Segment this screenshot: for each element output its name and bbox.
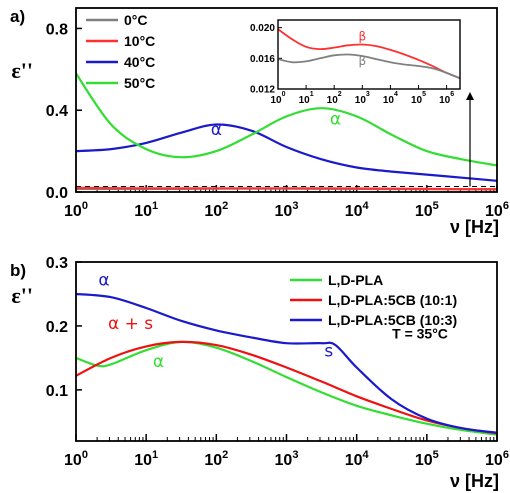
plot-frame-b — [75, 261, 498, 442]
x-axis-label-b: ν [Hz] — [450, 471, 499, 491]
x-tick-label: 106 — [485, 200, 509, 220]
inset-x-tick-label: 105 — [411, 91, 426, 106]
inset-x-tick-label: 102 — [327, 91, 342, 106]
plot-frame-a — [75, 7, 498, 193]
legend-a: 0°C 10°C 40°C 50°C — [86, 12, 155, 91]
legend-b: L,D-PLA L,D-PLA:5CB (10:1) L,D-PLA:5CB (10… — [290, 272, 457, 328]
y-axis-label-a: ε'' — [11, 58, 33, 83]
inset-x-tick-label: 106 — [439, 91, 454, 106]
y-tick-label: 0.0 — [46, 185, 68, 202]
x-tick-label: 101 — [134, 200, 158, 220]
peak-annotation: α — [153, 352, 164, 372]
x-tick-label: 102 — [204, 449, 228, 469]
legend-label: L,D-PLA:5CB (10:1) — [328, 292, 457, 308]
legend-label: L,D-PLA — [328, 272, 383, 288]
series-line — [76, 123, 497, 182]
y-axis-label-b: ε'' — [11, 283, 33, 308]
peak-annotation: α — [98, 271, 109, 291]
x-tick-label: 103 — [275, 200, 299, 220]
inset-x-tick-label: 100 — [270, 91, 285, 106]
inset-arrow-head — [466, 92, 474, 100]
legend-label: 40°C — [124, 54, 155, 70]
x-tick-label: 105 — [415, 200, 439, 220]
inset-series-line — [277, 28, 461, 80]
y-tick-label: 0.1 — [46, 383, 68, 400]
inset-x-tick-label: 104 — [383, 91, 398, 106]
y-tick-label: 0.4 — [46, 103, 68, 120]
temperature-annotation: T = 35°C — [392, 326, 448, 342]
series-line — [76, 340, 497, 435]
peak-annotation: α — [211, 120, 222, 140]
inset-frame — [277, 19, 461, 90]
x-tick-label: 103 — [275, 449, 299, 469]
x-tick-label: 101 — [134, 449, 158, 469]
panel-a: a) ε'' ν [Hz] 0.0 0.4 0.8 100 101 102 103 104 105 10… — [10, 7, 509, 237]
panel-b: b) ε'' ν [Hz] 0.1 0.2 0.3 100 101 102 103 104 105 10… — [10, 255, 509, 491]
x-axis-label-a: ν [Hz] — [450, 217, 499, 237]
legend-label: 50°C — [124, 75, 155, 91]
x-tick-label: 102 — [204, 200, 228, 220]
x-tick-label: 104 — [345, 200, 370, 220]
inset-x-tick-label: 101 — [299, 91, 314, 106]
x-tick-label: 106 — [485, 449, 509, 469]
series-line — [76, 72, 497, 167]
x-tick-label: 105 — [415, 449, 439, 469]
x-tick-label: 100 — [64, 200, 88, 220]
inset-a: 0.012 0.016 0.020 100 101 102 103 104 105 106 ββ — [250, 19, 461, 106]
y-tick-label: 0.8 — [46, 21, 68, 38]
peak-annotation: s — [324, 342, 333, 362]
inset-y-tick-label: 0.012 — [250, 85, 275, 96]
legend-label: L,D-PLA:5CB (10:3) — [328, 312, 457, 328]
legend-label: 0°C — [124, 12, 148, 28]
series-line — [76, 186, 497, 191]
inset-y-tick-label: 0.020 — [250, 23, 275, 34]
legend-label: 10°C — [124, 33, 155, 49]
peak-annotation: α + s — [108, 314, 153, 334]
x-tick-label: 104 — [345, 449, 370, 469]
panel-label-a: a) — [10, 7, 25, 26]
inset-beta-annotation: β — [358, 54, 366, 68]
inset-series-line — [277, 53, 461, 80]
inset-x-tick-label: 103 — [355, 91, 370, 106]
series-line — [76, 292, 497, 434]
x-tick-label: 100 — [64, 449, 88, 469]
series-line — [76, 340, 497, 436]
inset-background — [278, 20, 460, 89]
y-tick-label: 0.2 — [46, 319, 68, 336]
peak-annotation: α — [330, 110, 341, 130]
panel-label-b: b) — [10, 261, 26, 280]
y-tick-label: 0.3 — [46, 255, 68, 272]
inset-y-tick-label: 0.016 — [250, 54, 275, 65]
inset-beta-annotation: β — [358, 30, 366, 44]
